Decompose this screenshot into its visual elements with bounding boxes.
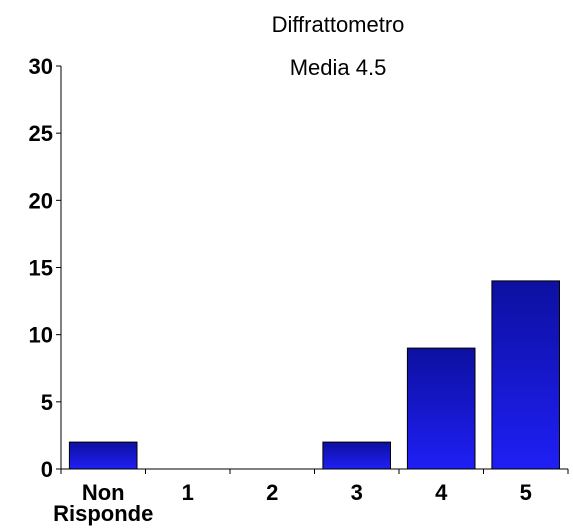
bar: [322, 441, 391, 470]
bar: [406, 347, 476, 470]
plot-area: 0 5 10 15 20 25 30 Non Risponde 1 2 3 4 5: [29, 54, 569, 526]
x-tick-label: 5: [520, 480, 532, 505]
x-tick-label-line: 4: [435, 480, 448, 505]
x-tick-label: 4: [435, 480, 448, 505]
y-tick-label: 5: [41, 390, 53, 415]
x-tick-label-line: Non: [82, 480, 125, 505]
x-tick-label-line: 2: [266, 480, 278, 505]
x-tick-label-line: 5: [520, 480, 532, 505]
x-tick-label-line: Risponde: [53, 501, 153, 526]
chart-subtitle: Media 4.5: [290, 55, 387, 80]
y-tick-label: 20: [29, 188, 53, 213]
x-tick-label-line: 3: [351, 480, 363, 505]
bar: [68, 441, 138, 470]
y-tick-label: 30: [29, 54, 53, 79]
x-tick-label: 2: [266, 480, 278, 505]
x-tick-label: 1: [182, 480, 194, 505]
y-tick-label: 25: [29, 121, 53, 146]
y-tick-label: 10: [29, 323, 53, 348]
y-tick-label: 15: [29, 256, 53, 281]
y-tick-label: 0: [41, 457, 53, 482]
chart-title: Diffrattometro: [272, 12, 405, 37]
x-tick-label-line: 1: [182, 480, 194, 505]
x-tick-label: 3: [351, 480, 363, 505]
x-tick-label: Non Risponde: [53, 480, 153, 526]
bar: [491, 280, 560, 470]
